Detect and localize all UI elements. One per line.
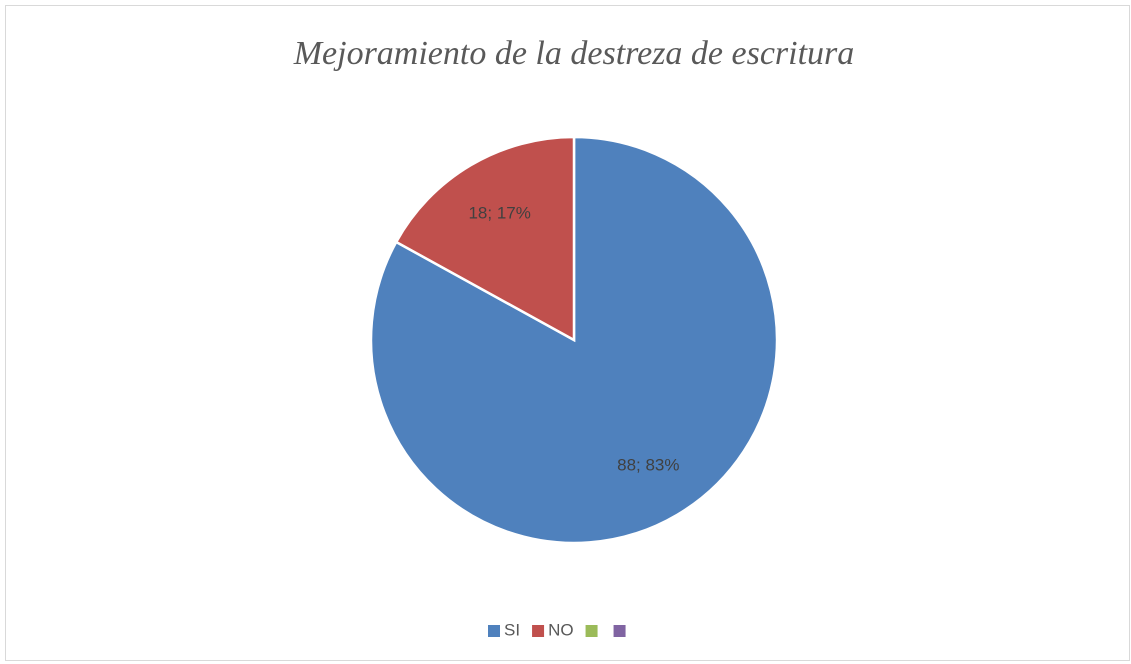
- data-label: 18; 17%: [468, 204, 530, 223]
- legend-label: SI: [504, 620, 520, 639]
- legend-swatch: [613, 625, 626, 637]
- legend-label: NO: [548, 620, 574, 639]
- legend-swatch: [585, 625, 598, 637]
- data-label: 88; 83%: [617, 455, 679, 474]
- chart-title: Mejoramiento de la destreza de escritura: [293, 35, 855, 72]
- legend-swatch: [488, 625, 500, 637]
- legend-swatch: [532, 625, 545, 637]
- pie-slice: [394, 135, 576, 343]
